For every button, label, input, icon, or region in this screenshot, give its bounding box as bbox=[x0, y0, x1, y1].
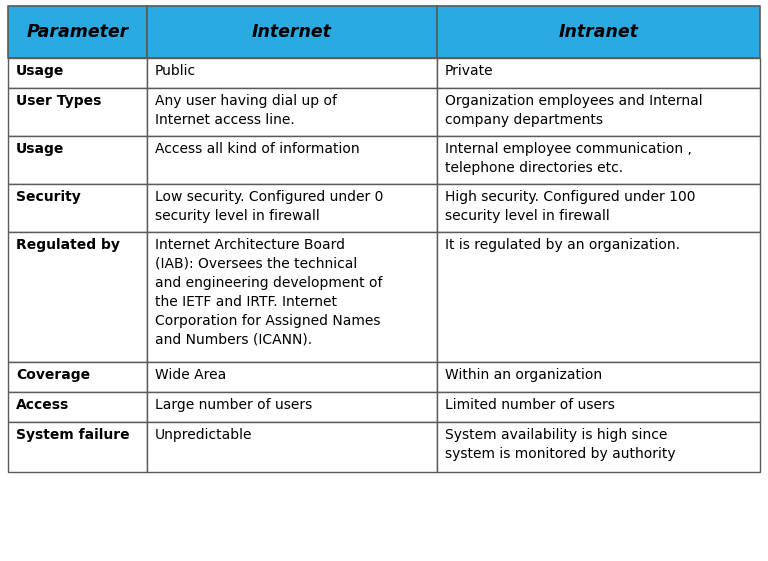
Text: Usage: Usage bbox=[16, 142, 65, 156]
Bar bbox=[147, 58, 437, 88]
Bar bbox=[147, 362, 437, 392]
Bar bbox=[437, 58, 760, 88]
Text: Access: Access bbox=[16, 398, 69, 412]
Bar bbox=[8, 88, 147, 136]
Bar bbox=[437, 184, 760, 232]
Bar bbox=[437, 88, 760, 136]
Text: Any user having dial up of
Internet access line.: Any user having dial up of Internet acce… bbox=[155, 94, 337, 127]
Bar bbox=[8, 136, 147, 184]
Text: Public: Public bbox=[155, 64, 197, 78]
Text: User Types: User Types bbox=[16, 94, 101, 108]
Bar bbox=[147, 392, 437, 422]
Text: Private: Private bbox=[445, 64, 493, 78]
Bar bbox=[147, 422, 437, 472]
Text: System failure: System failure bbox=[16, 428, 130, 442]
Text: Low security. Configured under 0
security level in firewall: Low security. Configured under 0 securit… bbox=[155, 190, 383, 223]
Bar bbox=[8, 392, 147, 422]
Text: Unpredictable: Unpredictable bbox=[155, 428, 253, 442]
Bar bbox=[437, 362, 760, 392]
Bar bbox=[8, 58, 147, 88]
Bar bbox=[437, 232, 760, 362]
Bar bbox=[8, 232, 147, 362]
Text: Coverage: Coverage bbox=[16, 368, 90, 382]
Text: Internal employee communication ,
telephone directories etc.: Internal employee communication , teleph… bbox=[445, 142, 691, 175]
Text: Limited number of users: Limited number of users bbox=[445, 398, 614, 412]
Bar bbox=[8, 422, 147, 472]
Bar bbox=[147, 232, 437, 362]
Text: Organization employees and Internal
company departments: Organization employees and Internal comp… bbox=[445, 94, 702, 127]
Bar bbox=[147, 6, 437, 58]
Text: Wide Area: Wide Area bbox=[155, 368, 227, 382]
Bar bbox=[437, 392, 760, 422]
Text: Internet: Internet bbox=[252, 23, 332, 41]
Bar bbox=[437, 422, 760, 472]
Bar bbox=[8, 362, 147, 392]
Text: Parameter: Parameter bbox=[26, 23, 129, 41]
Text: High security. Configured under 100
security level in firewall: High security. Configured under 100 secu… bbox=[445, 190, 695, 223]
Text: It is regulated by an organization.: It is regulated by an organization. bbox=[445, 238, 680, 252]
Text: Intranet: Intranet bbox=[558, 23, 638, 41]
Text: Security: Security bbox=[16, 190, 81, 204]
Text: System availability is high since
system is monitored by authority: System availability is high since system… bbox=[445, 428, 675, 461]
Text: Within an organization: Within an organization bbox=[445, 368, 602, 382]
Bar bbox=[8, 6, 147, 58]
Text: Regulated by: Regulated by bbox=[16, 238, 120, 252]
Text: Access all kind of information: Access all kind of information bbox=[155, 142, 359, 156]
Bar bbox=[147, 184, 437, 232]
Bar bbox=[8, 184, 147, 232]
Bar bbox=[437, 6, 760, 58]
Bar bbox=[437, 136, 760, 184]
Text: Large number of users: Large number of users bbox=[155, 398, 313, 412]
Bar bbox=[147, 88, 437, 136]
Text: Internet Architecture Board
(IAB): Oversees the technical
and engineering develo: Internet Architecture Board (IAB): Overs… bbox=[155, 238, 382, 347]
Bar bbox=[147, 136, 437, 184]
Text: Usage: Usage bbox=[16, 64, 65, 78]
